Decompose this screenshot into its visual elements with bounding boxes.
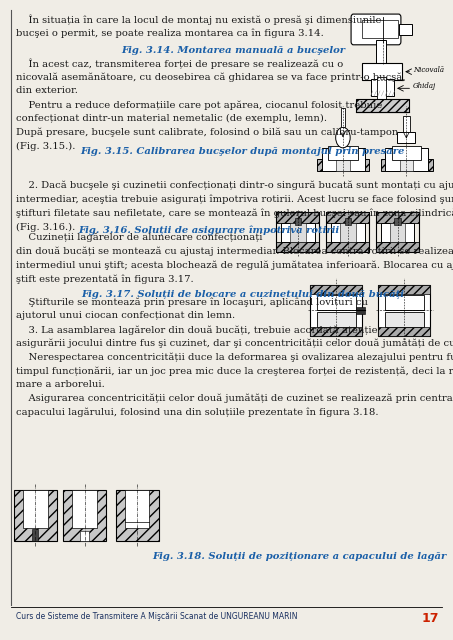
Text: Fig. 3.15. Calibrarea bucşelor după montajul prin presare: Fig. 3.15. Calibrarea bucşelor după mont…: [80, 147, 405, 156]
Bar: [356, 99, 409, 112]
Text: ştift este prezentată în figura 3.17.: ştift este prezentată în figura 3.17.: [16, 275, 193, 284]
Circle shape: [336, 127, 350, 148]
Bar: [72, 490, 97, 528]
Text: Fig. 3.16. Soluții de asigurare împotriva rotirii: Fig. 3.16. Soluții de asigurare împotriv…: [78, 226, 339, 236]
Text: nicovală asemănătoare, cu deosebirea că ghidarea se va face printr-o bucşă,: nicovală asemănătoare, cu deosebirea că …: [16, 72, 405, 82]
Bar: [356, 307, 365, 314]
Bar: [125, 490, 149, 528]
Text: Fig. 3.17. Soluții de blocare a cuzinetului din două bucăți: Fig. 3.17. Soluții de blocare a cuzinetu…: [81, 290, 404, 299]
Bar: [371, 79, 394, 96]
Bar: [276, 212, 319, 252]
Bar: [340, 223, 356, 242]
Text: Nerespectarea concentricității duce la deformarea şi ovalizarea alezajului pentr: Nerespectarea concentricității duce la d…: [16, 353, 453, 362]
Text: din două bucăți se montează cu ajustaj intermediar. Blocarea contra rotirii se r: din două bucăți se montează cu ajustaj i…: [16, 246, 453, 256]
Bar: [362, 20, 398, 38]
Text: Asigurarea concentricității celor două jumătăți de cuzinet se realizează prin ce: Asigurarea concentricității celor două j…: [16, 394, 453, 403]
Bar: [344, 218, 351, 225]
Bar: [317, 159, 369, 171]
Text: timpul funcționării, iar un joc prea mic duce la creşterea forței de rezistență,: timpul funcționării, iar un joc prea mic…: [16, 366, 453, 376]
Text: Pentru a reduce deformațiile care pot apărea, ciocanul folosit trebuie: Pentru a reduce deformațiile care pot ap…: [16, 100, 382, 109]
Bar: [326, 212, 369, 223]
Bar: [23, 490, 48, 528]
Text: Cuzineții lagărelor de alunecare confecționați: Cuzineții lagărelor de alunecare confecț…: [16, 232, 262, 242]
Bar: [294, 218, 301, 225]
Bar: [362, 63, 402, 80]
Text: În acest caz, transmiterea forței de presare se realizează cu o: În acest caz, transmiterea forței de pre…: [16, 59, 343, 69]
Bar: [394, 218, 400, 225]
Bar: [399, 24, 412, 35]
Bar: [310, 327, 362, 336]
Bar: [116, 490, 159, 541]
Bar: [331, 223, 365, 242]
Text: intermediul unui ştift; acesta blochează de regulă jumătatea inferioară. Blocare: intermediul unui ştift; acesta blochează…: [16, 260, 453, 270]
Bar: [276, 212, 319, 223]
Text: După presare, bucşele sunt calibrate, folosind o bilă sau un calibru-tampon: După presare, bucşele sunt calibrate, fo…: [16, 128, 398, 137]
Bar: [378, 285, 430, 336]
Bar: [310, 285, 362, 294]
Bar: [377, 77, 386, 102]
Bar: [376, 212, 419, 223]
Bar: [376, 242, 419, 252]
Bar: [381, 159, 433, 171]
Bar: [326, 242, 369, 252]
Text: 17: 17: [422, 612, 439, 625]
Bar: [281, 223, 315, 242]
Text: (Fig. 3.16.).: (Fig. 3.16.).: [16, 223, 75, 232]
Text: ajutorul unui ciocan confecționat din lemn.: ajutorul unui ciocan confecționat din le…: [16, 311, 235, 321]
Text: Ghidaj: Ghidaj: [413, 83, 436, 90]
Bar: [385, 312, 424, 327]
Bar: [378, 327, 430, 336]
Bar: [400, 148, 413, 171]
Bar: [328, 146, 358, 160]
Text: Fig. 3.18. Soluții de poziționare a capacului de lagăr: Fig. 3.18. Soluții de poziționare a capa…: [152, 552, 446, 561]
Bar: [81, 531, 90, 541]
Text: În situația în care la locul de montaj nu există o presă şi dimensiunile: În situația în care la locul de montaj n…: [16, 14, 381, 24]
Text: 2. Dacă bucşele şi cuzinetii confecționați dintr-o singură bucată sunt montați c: 2. Dacă bucşele şi cuzinetii confecționa…: [16, 180, 453, 190]
Bar: [14, 490, 57, 541]
Bar: [392, 146, 421, 160]
Bar: [290, 223, 306, 242]
Bar: [385, 148, 428, 171]
Text: Curs de Sisteme de Transmitere A Mişcării Scanat de UNGUREANU MARIN: Curs de Sisteme de Transmitere A Mişcări…: [16, 612, 297, 621]
Text: capacului lagărului, folosind una din soluțiile prezentate în figura 3.18.: capacului lagărului, folosind una din so…: [16, 408, 378, 417]
FancyBboxPatch shape: [351, 14, 401, 45]
Text: ştifturi filetate sau nefiletate, care se montează în gulerul bucşei sau în zona: ştifturi filetate sau nefiletate, care s…: [16, 209, 453, 218]
Bar: [326, 212, 369, 252]
Bar: [397, 132, 415, 143]
Bar: [310, 285, 362, 336]
Text: Ştifturile se montează prin presare în locaşuri, aplicând lovituri cu: Ştifturile se montează prin presare în l…: [16, 298, 368, 307]
Bar: [63, 490, 106, 541]
Bar: [322, 148, 365, 171]
Text: din exterior.: din exterior.: [16, 86, 78, 95]
Bar: [317, 312, 356, 327]
Bar: [381, 223, 414, 242]
Text: (Fig. 3.15.).: (Fig. 3.15.).: [16, 141, 75, 150]
Text: asigurării jocului dintre fus şi cuzinet, dar şi concentricității celor două jum: asigurării jocului dintre fus şi cuzinet…: [16, 339, 453, 348]
Bar: [336, 148, 350, 171]
Text: Nicovală: Nicovală: [413, 66, 444, 74]
Text: bucşei o permit, se poate realiza montarea ca în figura 3.14.: bucşei o permit, se poate realiza montar…: [16, 28, 323, 38]
Text: intermediar, aceştia trebuie asigurați împotriva rotirii. Acest lucru se face fo: intermediar, aceştia trebuie asigurați î…: [16, 195, 453, 204]
Bar: [403, 116, 410, 132]
Text: confecționat dintr-un material nemetalic (de exemplu, lemn).: confecționat dintr-un material nemetalic…: [16, 114, 327, 123]
Bar: [376, 40, 386, 64]
Bar: [385, 295, 424, 310]
Bar: [390, 223, 405, 242]
Bar: [341, 108, 345, 127]
Bar: [378, 285, 430, 294]
Bar: [276, 242, 319, 252]
Text: Fig. 3.14. Montarea manuală a bucşelor: Fig. 3.14. Montarea manuală a bucşelor: [121, 46, 345, 55]
Text: 3. La asamblarea lagărelor din două bucăți, trebuie acordată atenție: 3. La asamblarea lagărelor din două bucă…: [16, 325, 377, 335]
Bar: [33, 529, 38, 541]
Text: mare a arborelui.: mare a arborelui.: [16, 380, 105, 389]
Bar: [376, 212, 419, 252]
Bar: [317, 295, 356, 310]
